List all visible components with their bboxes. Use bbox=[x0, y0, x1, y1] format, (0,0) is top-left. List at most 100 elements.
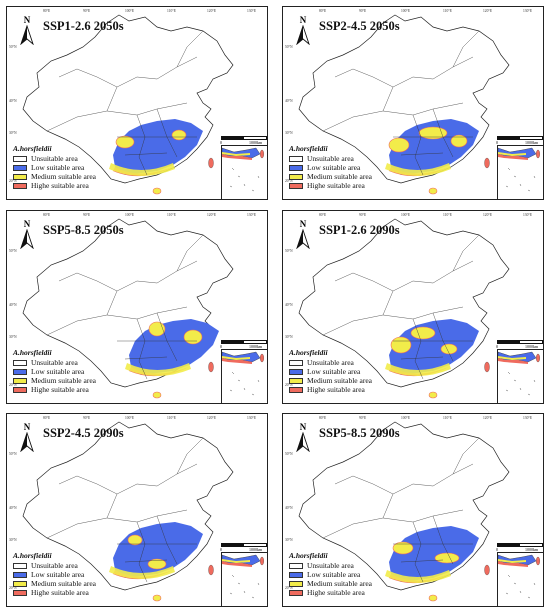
longitude-tick-label: 120°E bbox=[483, 9, 493, 13]
longitude-tick-label: 120°E bbox=[207, 9, 217, 13]
south-china-sea-inset bbox=[221, 349, 267, 403]
legend-title: A.horsfieldii bbox=[289, 348, 328, 357]
legend-label: Highe suitable area bbox=[31, 181, 89, 190]
medium-suitable-region bbox=[392, 541, 414, 555]
latitude-tick-label: 40°N bbox=[285, 99, 293, 103]
map-legend: A.horsfieldii Unsuitable area Low suitable… bbox=[13, 144, 96, 190]
legend-swatch bbox=[289, 182, 303, 189]
province-border bbox=[176, 30, 204, 68]
province-border bbox=[322, 102, 464, 132]
legend-item: Medium suitable area bbox=[289, 172, 372, 181]
legend-item: Low suitable area bbox=[289, 163, 372, 172]
province-border bbox=[382, 56, 474, 112]
legend-label: Highe suitable area bbox=[307, 181, 365, 190]
panel-title: SSP5-8.5 2050s bbox=[43, 223, 124, 237]
province-border bbox=[106, 463, 198, 519]
province-border bbox=[124, 559, 168, 563]
medium-suitable-region bbox=[434, 552, 460, 564]
province-border bbox=[58, 68, 118, 88]
province-border bbox=[452, 30, 480, 68]
latitude-tick-label: 50°N bbox=[285, 452, 293, 456]
legend-label: Low suitable area bbox=[307, 367, 361, 376]
province-border bbox=[452, 234, 480, 272]
longitude-tick-label: 100°E bbox=[401, 213, 411, 217]
scale-bar: 0 1000km bbox=[211, 338, 267, 352]
china-map bbox=[22, 14, 234, 195]
longitude-tick-label: 110°E bbox=[443, 213, 452, 217]
province-border bbox=[334, 68, 394, 88]
latitude-tick-label: 40°N bbox=[285, 506, 293, 510]
province-border bbox=[400, 356, 444, 360]
longitude-tick-label: 90°E bbox=[83, 213, 91, 217]
legend-swatch bbox=[13, 155, 27, 162]
hainan-island bbox=[428, 187, 438, 195]
province-border bbox=[382, 463, 474, 519]
longitude-tick-label: 110°E bbox=[167, 416, 176, 420]
north-arrow-icon: N bbox=[295, 423, 311, 457]
medium-suitable-region bbox=[147, 558, 167, 570]
legend-label: Low suitable area bbox=[307, 570, 361, 579]
province-border bbox=[382, 260, 474, 316]
legend-item: Low suitable area bbox=[289, 570, 372, 579]
legend-item: Highe suitable area bbox=[289, 181, 372, 190]
province-border bbox=[136, 318, 148, 380]
legend-swatch bbox=[289, 377, 303, 384]
longitude-tick-label: 120°E bbox=[207, 213, 217, 217]
province-border bbox=[58, 272, 118, 292]
legend-swatch bbox=[13, 359, 27, 366]
medium-suitable-region bbox=[115, 135, 135, 149]
medium-suitable-region bbox=[440, 343, 458, 355]
legend-swatch bbox=[13, 562, 27, 569]
medium-suitable-coast bbox=[385, 570, 451, 583]
north-arrow-icon: N bbox=[19, 16, 35, 50]
medium-suitable-region bbox=[127, 534, 143, 546]
legend-label: Low suitable area bbox=[307, 163, 361, 172]
legend-swatch bbox=[289, 368, 303, 375]
province-border bbox=[412, 114, 424, 176]
latitude-tick-label: 30°N bbox=[9, 538, 17, 542]
legend-label: Unsuitable area bbox=[307, 358, 354, 367]
legend-swatch bbox=[289, 589, 303, 596]
scale-bar: 0 1000km bbox=[487, 134, 543, 148]
legend-swatch bbox=[289, 386, 303, 393]
longitude-tick-label: 130°E bbox=[247, 416, 257, 420]
legend-item: Unsuitable area bbox=[13, 561, 96, 570]
medium-suitable-coast bbox=[109, 163, 175, 176]
china-map bbox=[298, 421, 510, 602]
province-border bbox=[136, 521, 148, 583]
medium-suitable-region bbox=[418, 126, 448, 140]
latitude-tick-label: 20°N bbox=[9, 586, 17, 590]
taiwan-island bbox=[208, 564, 214, 576]
longitude-tick-label: 100°E bbox=[401, 416, 411, 420]
latitude-tick-label: 20°N bbox=[285, 179, 293, 183]
scale-bar: 0 1000km bbox=[211, 134, 267, 148]
latitude-tick-label: 20°N bbox=[9, 383, 17, 387]
legend-swatch bbox=[13, 571, 27, 578]
legend-label: Low suitable area bbox=[31, 367, 85, 376]
map-panel: 80°E 90°E 100°E 110°E 120°E 130°E 50°N 40°N 30°N… bbox=[6, 210, 268, 404]
longitude-tick-label: 110°E bbox=[167, 9, 176, 13]
legend-label: Unsuitable area bbox=[31, 154, 78, 163]
legend-label: Highe suitable area bbox=[31, 588, 89, 597]
longitude-tick-label: 100°E bbox=[125, 213, 135, 217]
scale-bar: 0 1000km bbox=[211, 541, 267, 555]
legend-item: Highe suitable area bbox=[289, 385, 372, 394]
legend-item: Low suitable area bbox=[13, 163, 96, 172]
legend-label: Unsuitable area bbox=[31, 561, 78, 570]
legend-item: Low suitable area bbox=[13, 367, 96, 376]
legend-label: Low suitable area bbox=[31, 163, 85, 172]
legend-label: Medium suitable area bbox=[31, 172, 96, 181]
latitude-tick-label: 30°N bbox=[285, 538, 293, 542]
legend-swatch bbox=[13, 368, 27, 375]
longitude-tick-label: 80°E bbox=[319, 213, 327, 217]
longitude-tick-label: 110°E bbox=[443, 416, 452, 420]
china-map bbox=[298, 218, 510, 399]
medium-suitable-coast bbox=[385, 363, 451, 376]
province-border bbox=[412, 318, 424, 380]
legend-swatch bbox=[13, 182, 27, 189]
panel-title: SSP2-4.5 2050s bbox=[319, 19, 400, 33]
legend-label: Medium suitable area bbox=[307, 172, 372, 181]
map-legend: A.horsfieldii Unsuitable area Low suitable… bbox=[289, 348, 372, 394]
map-panel: 80°E 90°E 100°E 110°E 120°E 130°E 50°N 40°N 30°N… bbox=[282, 6, 544, 200]
legend-swatch bbox=[289, 155, 303, 162]
